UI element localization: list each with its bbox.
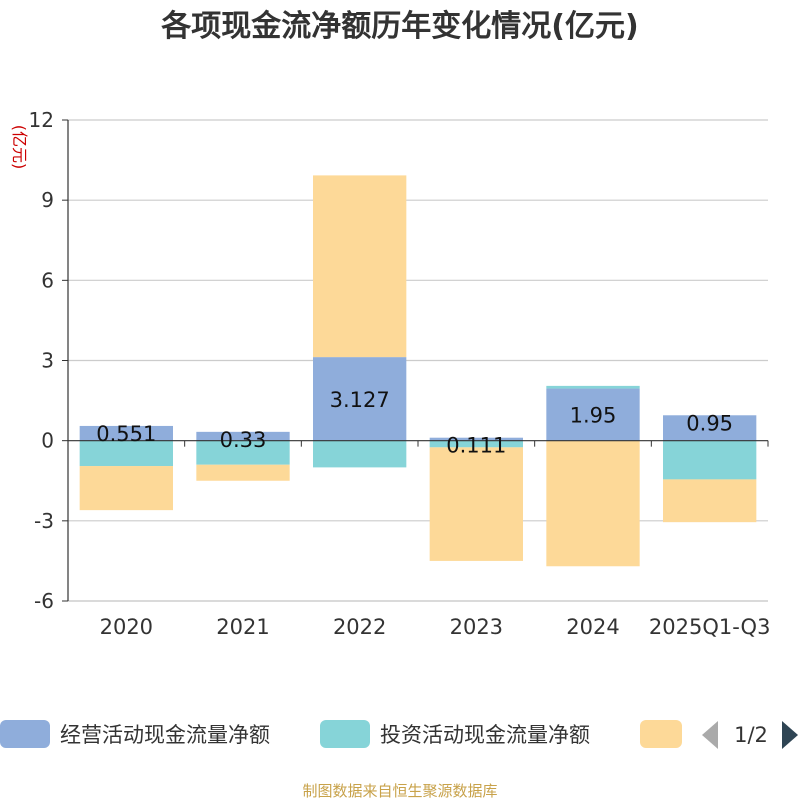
y-axis-unit-label: (亿元): [10, 125, 29, 170]
bar-2022-series-2[interactable]: [313, 175, 407, 358]
y-tick-label: 3: [41, 349, 54, 373]
legend-prev-page-icon[interactable]: [702, 721, 718, 749]
x-tick-label: 2024: [566, 615, 619, 639]
bar-2025Q1-Q3-series-0[interactable]: [663, 415, 757, 441]
axes: -6 -3 0 3 6 9 12 2020 2021 2022 2023 2024 2025Q1-Q3: [29, 108, 771, 639]
y-tick-label: 0: [41, 429, 54, 453]
bar-2021-series-1[interactable]: [196, 440, 290, 465]
bar-2021-series-0[interactable]: [196, 431, 290, 441]
bar-2022-series-0[interactable]: [313, 357, 407, 441]
x-tick-label: 2022: [333, 615, 386, 639]
data-source-note: 制图数据来自恒生聚源数据库: [302, 782, 497, 800]
chart-title: 各项现金流净额历年变化情况(亿元): [160, 9, 638, 44]
bar-value-label: 0.33: [220, 428, 267, 452]
legend-label-operating[interactable]: 经营活动现金流量净额: [60, 723, 270, 747]
y-tick-label: 9: [41, 188, 54, 212]
bar-2024-series-2[interactable]: [546, 440, 640, 567]
y-tick-label: -6: [34, 589, 54, 613]
x-tick-label: 2021: [216, 615, 269, 639]
legend-swatch-operating[interactable]: [0, 720, 50, 748]
bar-2021-series-2[interactable]: [196, 464, 290, 481]
bar-stack-area: [79, 175, 757, 567]
bar-value-label: 0.111: [446, 434, 506, 458]
x-tick-label: 2020: [100, 615, 153, 639]
bar-2023-series-0[interactable]: [429, 437, 523, 441]
y-tick-label: 12: [29, 108, 54, 132]
bar-value-label: 1.95: [570, 404, 617, 428]
bar-labels: 0.551 0.33 3.127 0.111 1.95 0.95: [96, 388, 733, 458]
bar-2024-series-0[interactable]: [546, 388, 640, 441]
bar-2023-series-2[interactable]: [429, 447, 523, 561]
y-tick-label: -3: [34, 509, 54, 533]
legend-label-investing[interactable]: 投资活动现金流量净额: [380, 723, 590, 747]
bar-value-label: 3.127: [330, 388, 390, 412]
legend-page-indicator: 1/2: [734, 723, 768, 747]
bar-2025Q1-Q3-series-2[interactable]: [663, 479, 757, 523]
bar-2023-series-1[interactable]: [429, 440, 523, 448]
legend-next-page-icon[interactable]: [782, 721, 798, 749]
x-tick-label: 2025Q1-Q3: [649, 615, 771, 639]
grid-lines: [68, 119, 768, 602]
bar-2020-series-2[interactable]: [79, 466, 173, 511]
y-tick-label: 6: [41, 268, 54, 292]
bar-value-label: 0.95: [686, 411, 733, 435]
bar-2025Q1-Q3-series-1[interactable]: [663, 440, 757, 480]
legend-swatch-investing[interactable]: [320, 720, 370, 748]
bar-2022-series-1[interactable]: [313, 440, 407, 468]
bar-2020-series-1[interactable]: [79, 440, 173, 467]
legend-swatch-financing[interactable]: [640, 720, 682, 748]
bar-2024-series-1[interactable]: [546, 385, 640, 389]
bar-2020-series-0[interactable]: [79, 425, 173, 441]
bar-value-label: 0.551: [96, 422, 156, 446]
legend: 经营活动现金流量净额 投资活动现金流量净额 1/2: [0, 720, 798, 749]
x-tick-label: 2023: [450, 615, 503, 639]
